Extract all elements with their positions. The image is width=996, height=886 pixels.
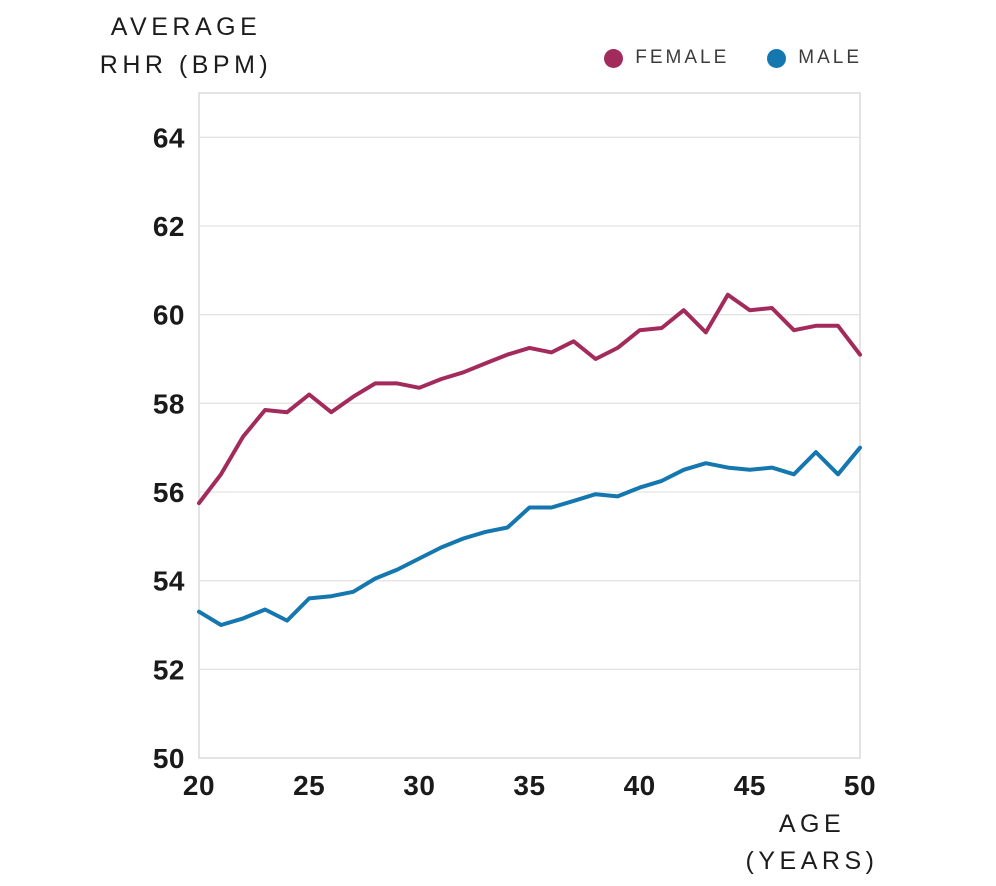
y-tick-label-62: 62 xyxy=(153,211,185,242)
x-axis-title: AGE (YEARS) xyxy=(717,806,907,880)
y-tick-label-54: 54 xyxy=(153,566,185,597)
y-tick-label-64: 64 xyxy=(153,122,185,153)
y-tick-label-52: 52 xyxy=(153,654,185,685)
male-series-dot-icon xyxy=(767,48,787,68)
y-axis-title-line2: RHR (BPM) xyxy=(99,51,273,79)
legend: FEMALE MALE xyxy=(604,47,862,69)
legend-item-male: MALE xyxy=(767,47,862,69)
y-tick-label-56: 56 xyxy=(153,477,185,508)
x-tick-label-45: 45 xyxy=(734,770,766,801)
y-tick-label-60: 60 xyxy=(153,300,185,331)
legend-item-female: FEMALE xyxy=(604,47,729,69)
y-tick-label-58: 58 xyxy=(153,388,185,419)
male-line xyxy=(197,445,862,627)
x-tick-label-35: 35 xyxy=(513,770,545,801)
x-tick-label-20: 20 xyxy=(183,770,215,801)
x-axis-title-line1: AGE xyxy=(778,810,846,838)
y-axis-title: AVERAGE RHR (BPM) xyxy=(66,8,306,84)
female-line xyxy=(197,292,862,506)
female-series-dot-icon xyxy=(604,48,624,68)
x-tick-label-25: 25 xyxy=(293,770,325,801)
x-tick-label-40: 40 xyxy=(624,770,656,801)
legend-label-male: MALE xyxy=(798,47,862,68)
plot-border xyxy=(198,92,861,759)
x-tick-label-50: 50 xyxy=(844,770,876,801)
y-axis-title-line1: AVERAGE xyxy=(110,13,262,41)
x-axis-title-line2: (YEARS) xyxy=(745,847,879,875)
legend-label-female: FEMALE xyxy=(635,47,730,68)
x-tick-label-30: 30 xyxy=(403,770,435,801)
y-tick-label-50: 50 xyxy=(153,743,185,774)
